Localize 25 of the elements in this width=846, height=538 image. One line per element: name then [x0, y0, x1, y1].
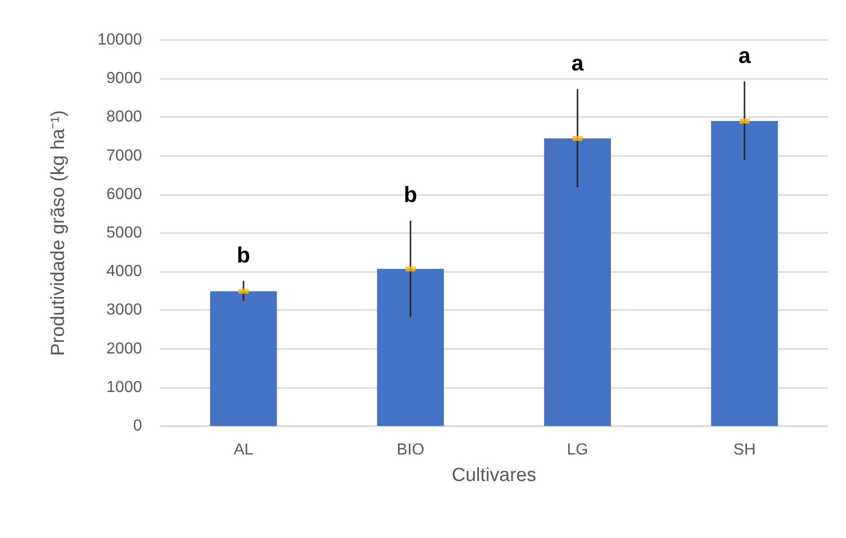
bar [377, 268, 444, 426]
y-tick-label: 8000 [106, 108, 142, 126]
y-tick-label: 5000 [106, 224, 142, 242]
y-tick-label: 4000 [106, 263, 142, 280]
annotation: a [571, 50, 584, 76]
y-tick-label: 2000 [106, 340, 142, 358]
bar [711, 121, 778, 426]
annotation: b [236, 242, 250, 268]
y-tick-label: 9000 [106, 70, 142, 88]
y-axis-title: Produtividade grãso (kg ha⁻¹) [48, 110, 69, 356]
y-tick-label: 1000 [106, 378, 142, 396]
y-tick-label: 3000 [106, 302, 142, 319]
x-tick-label: BIO [396, 442, 424, 458]
bar [210, 291, 277, 426]
annotation: b [404, 182, 418, 208]
x-tick-label: AL [234, 442, 254, 458]
x-tick-label: LG [566, 442, 588, 458]
annotation: a [738, 42, 752, 68]
x-axis-title: Cultivares [452, 465, 536, 486]
y-tick-label: 6000 [106, 186, 142, 203]
bar [544, 138, 611, 426]
y-tick-label: 0 [133, 418, 142, 434]
x-tick-label: SH [733, 442, 756, 458]
y-tick-label: 7000 [106, 147, 142, 164]
y-tick-label: 10000 [98, 32, 142, 48]
